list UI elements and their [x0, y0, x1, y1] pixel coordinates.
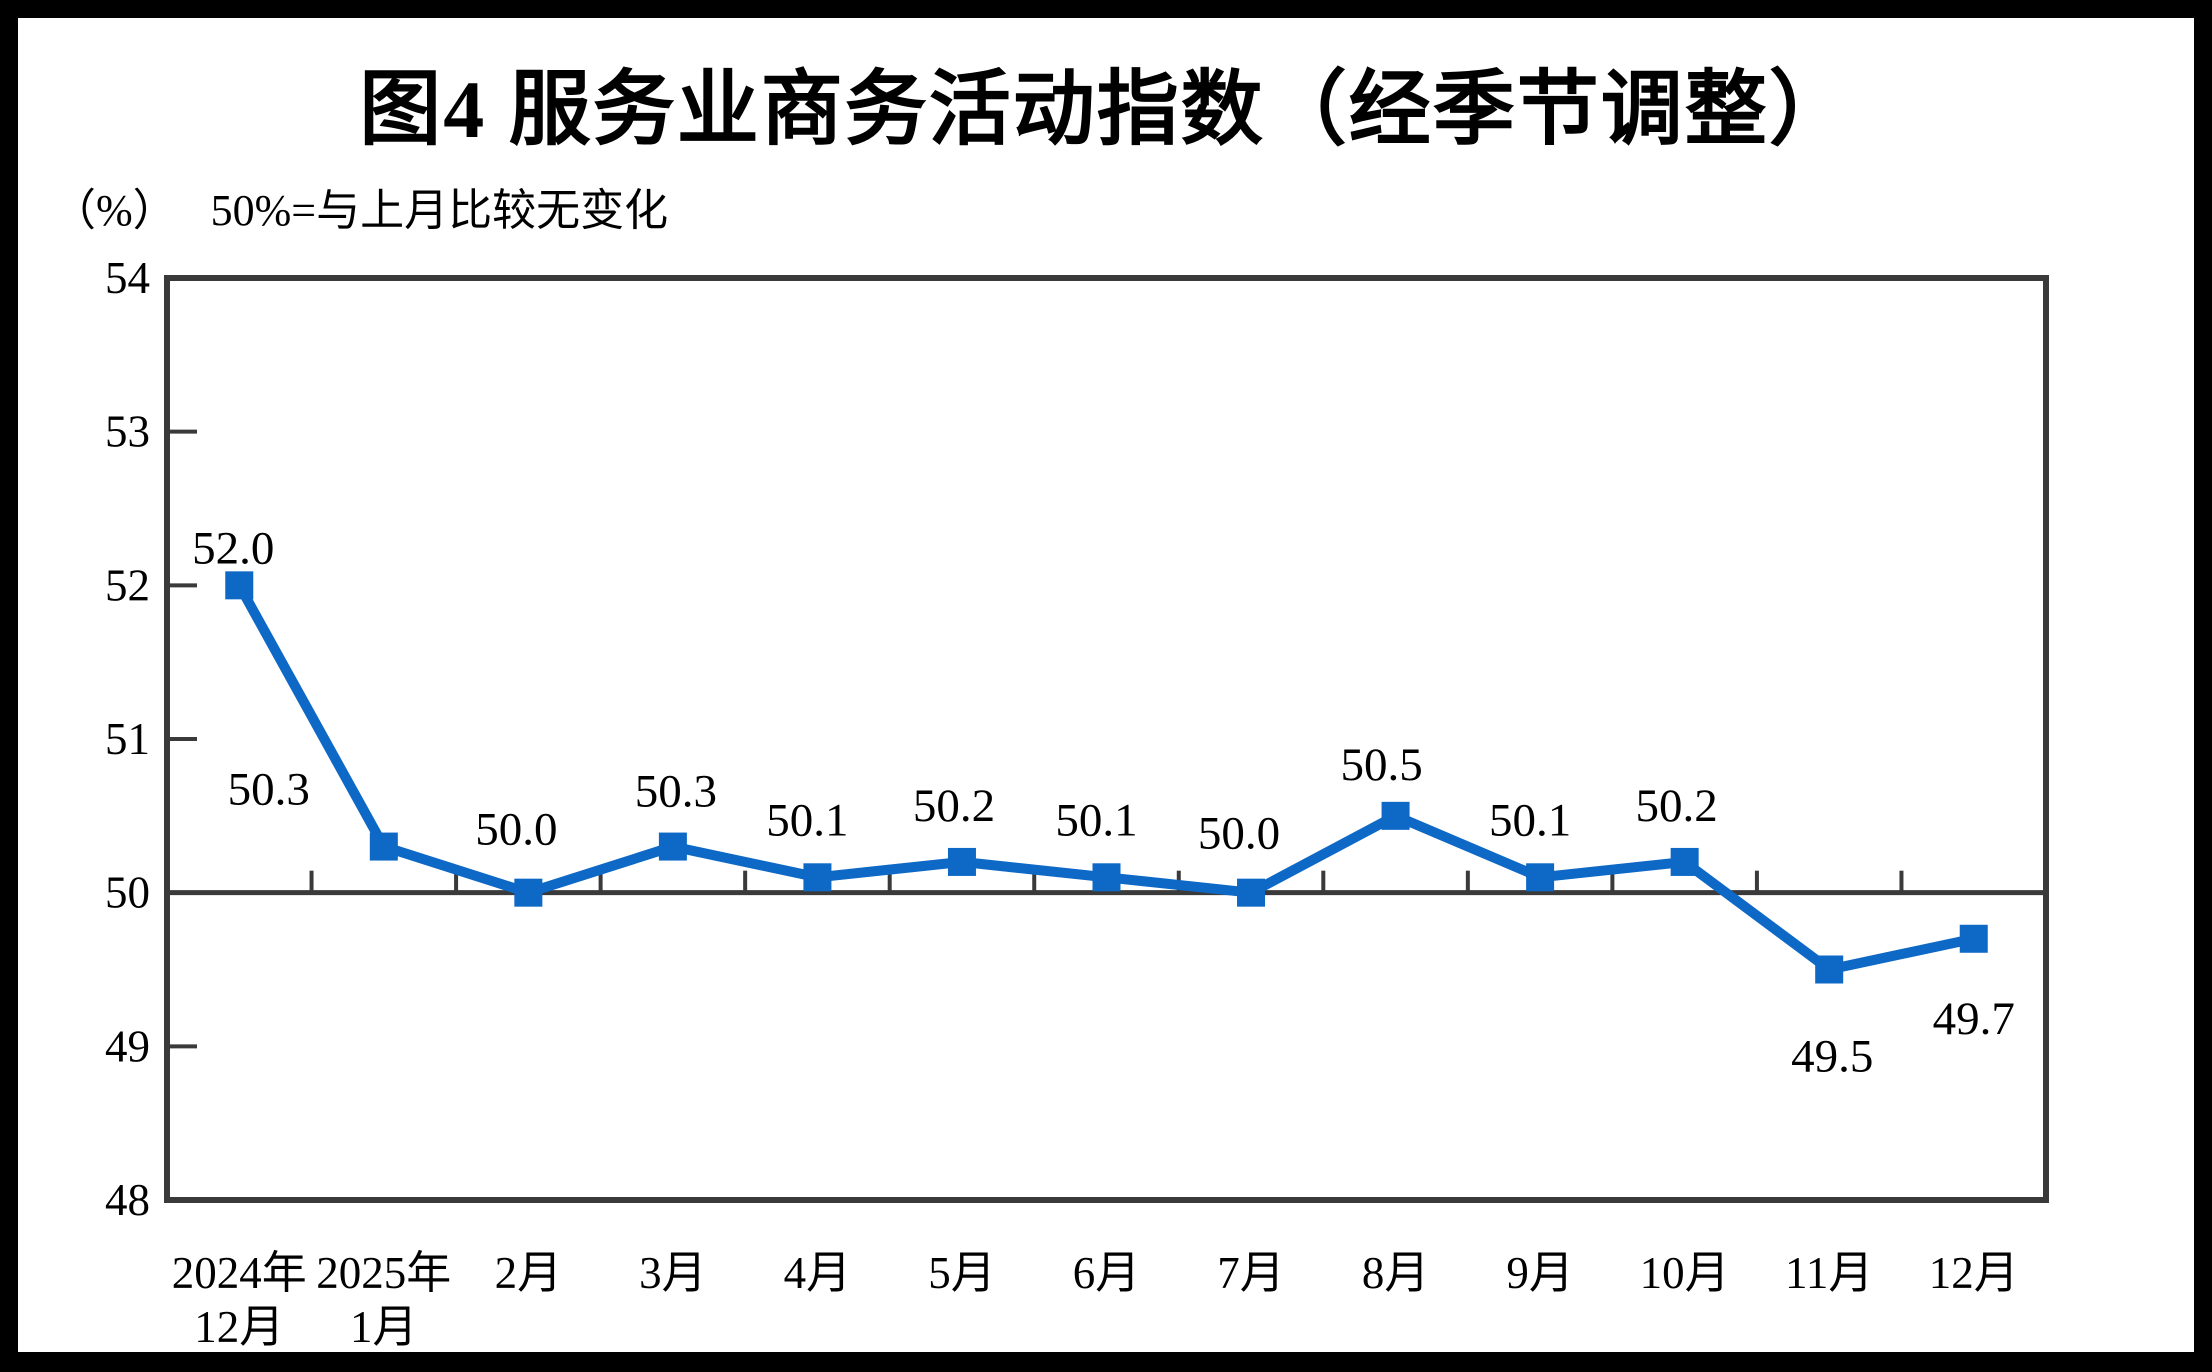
x-axis-category-label: 2025年 [316, 1248, 451, 1298]
x-axis-category-label: 9月 [1506, 1248, 1574, 1298]
x-axis-category-label: 5月 [928, 1248, 996, 1298]
x-axis-category-label: 7月 [1217, 1248, 1285, 1298]
data-point-label: 49.7 [1933, 993, 2015, 1045]
data-point-label: 50.0 [1198, 808, 1280, 860]
y-axis-tick-label: 54 [105, 253, 150, 303]
x-axis-category-label: 6月 [1073, 1248, 1141, 1298]
y-axis-unit-label: （%） [52, 186, 177, 235]
x-axis-category-label: 2024年 [172, 1248, 307, 1298]
x-axis-category-label: 12月 [1929, 1248, 2019, 1298]
baseline-note: 50%=与上月比较无变化 [210, 186, 669, 235]
data-point-marker [803, 863, 832, 892]
data-point-marker [1526, 863, 1555, 892]
axis-unit-note: （%） 50%=与上月比较无变化 [52, 174, 668, 238]
data-point-marker [225, 571, 254, 600]
y-axis-tick-label: 50 [105, 868, 150, 918]
x-axis-category-label: 12月 [194, 1302, 284, 1352]
y-axis-tick-label: 49 [105, 1021, 150, 1071]
data-point-label: 50.3 [635, 766, 717, 818]
plot-frame [164, 275, 2049, 1203]
x-axis-category-label: 10月 [1640, 1248, 1730, 1298]
x-axis-category-label: 3月 [639, 1248, 707, 1298]
data-point-marker [1237, 878, 1266, 907]
chart-panel: 图4 服务业商务活动指数（经季节调整） （%） 50%=与上月比较无变化 [18, 18, 2194, 1352]
data-point-label: 50.1 [1055, 794, 1137, 846]
data-point-label: 50.2 [1636, 780, 1718, 832]
x-axis-category-label: 8月 [1362, 1248, 1430, 1298]
data-point-marker [947, 847, 976, 876]
x-axis-category-label: 2月 [495, 1248, 563, 1298]
data-point-label: 50.1 [766, 794, 848, 846]
data-point-marker [514, 878, 543, 907]
data-point-marker [1092, 863, 1121, 892]
x-axis-category-label: 4月 [784, 1248, 852, 1298]
chart-title: 图4 服务业商务活动指数（经季节调整） [359, 64, 1853, 155]
data-point-marker [369, 832, 398, 861]
y-axis-tick-label: 53 [105, 407, 150, 457]
x-axis-category-label: 11月 [1785, 1248, 1873, 1298]
y-axis-tick-label: 52 [105, 560, 150, 610]
data-point-label: 50.3 [228, 764, 310, 816]
data-point-label: 50.0 [475, 804, 557, 856]
x-axis-category-label: 1月 [350, 1302, 418, 1352]
data-point-label: 49.5 [1791, 1031, 1873, 1083]
data-point-marker [1381, 801, 1410, 830]
y-axis-tick-label: 48 [105, 1175, 150, 1225]
data-point-marker [1670, 847, 1699, 876]
data-point-marker [1959, 924, 1988, 953]
data-point-label: 50.2 [913, 780, 995, 832]
data-point-label: 52.0 [192, 522, 274, 574]
data-point-label: 50.1 [1489, 794, 1571, 846]
y-axis-tick-label: 51 [105, 714, 150, 764]
data-point-label: 50.5 [1340, 739, 1422, 791]
data-point-marker [1815, 955, 1844, 984]
data-point-marker [658, 832, 687, 861]
series-line [234, 582, 1975, 975]
